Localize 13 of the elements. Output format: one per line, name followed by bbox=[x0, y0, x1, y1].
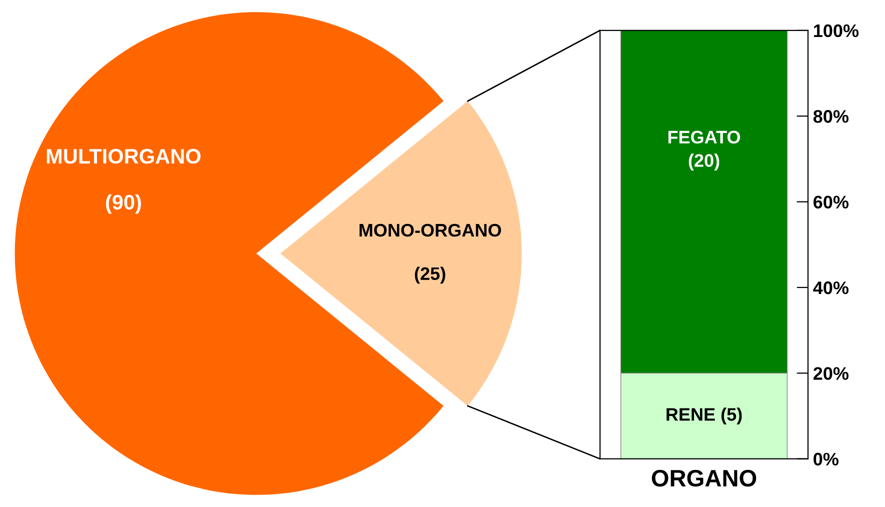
data-label: (90) bbox=[106, 194, 141, 214]
y-tick-label: 0% bbox=[814, 452, 838, 466]
annotation: RENE (5) bbox=[666, 408, 742, 424]
slice-label: MONO-ORGANO bbox=[360, 224, 502, 237]
annotation: FEGATO (20) bbox=[668, 130, 740, 170]
x-axis-title: ORGANO bbox=[652, 470, 756, 487]
y-tick-label: 20% bbox=[813, 367, 849, 380]
y-tick-label: 100% bbox=[814, 24, 859, 38]
data-label: (25) bbox=[414, 266, 446, 284]
y-tick-label: 80% bbox=[813, 110, 849, 123]
y-tick-label: 40% bbox=[813, 281, 849, 294]
y-tick-label: 60% bbox=[814, 196, 849, 209]
slice-label: MULTIORGANO bbox=[46, 148, 201, 164]
